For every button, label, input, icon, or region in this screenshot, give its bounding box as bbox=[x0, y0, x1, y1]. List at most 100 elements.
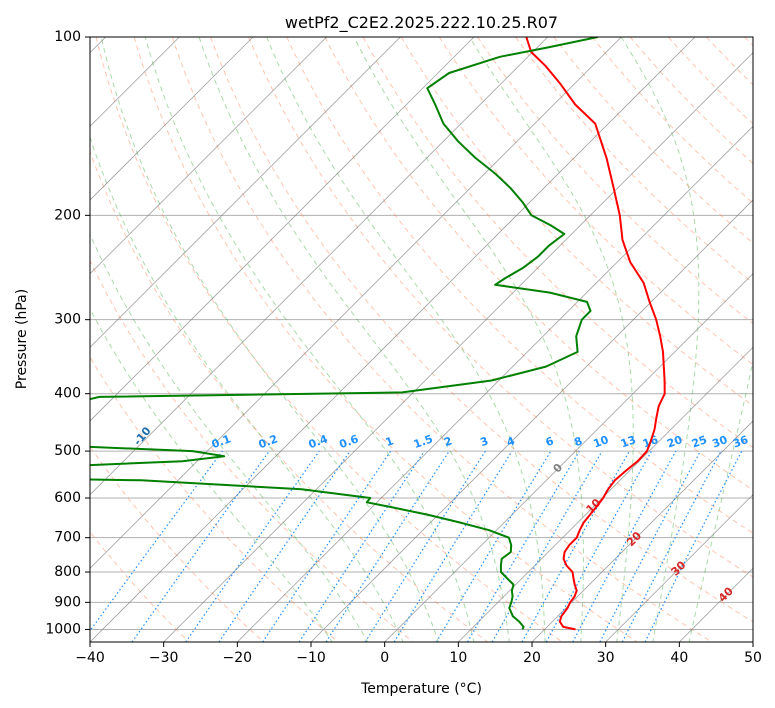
dry-adiabat-line bbox=[477, 37, 753, 325]
profile-series bbox=[90, 37, 666, 631]
moist-adiabat-line bbox=[90, 232, 369, 642]
x-axis-label: Temperature (°C) bbox=[360, 681, 482, 697]
mixing-ratio-label: 10 bbox=[592, 433, 611, 451]
chart-title: wetPf2_C2E2.2025.222.10.25.R07 bbox=[285, 13, 558, 33]
x-tick-label: 0 bbox=[380, 650, 389, 666]
dry-adiabat-line bbox=[133, 37, 638, 642]
mixing-ratio-label: 8 bbox=[572, 434, 584, 449]
moist-adiabat-line bbox=[144, 37, 475, 642]
dry-adiabat-line bbox=[90, 445, 264, 642]
isotherm-line bbox=[90, 37, 327, 275]
x-tick-label: 50 bbox=[744, 650, 762, 666]
isotherm-line bbox=[90, 37, 401, 348]
dry-adiabat-line bbox=[362, 37, 753, 449]
dry-adiabat-line bbox=[90, 531, 190, 642]
isotherm-line bbox=[237, 125, 753, 642]
y-axis-ticks: 100 200 300 400 500 600 700 800 900 1000 bbox=[45, 29, 90, 637]
mixing-ratio-line bbox=[572, 450, 677, 642]
mixing-ratio-line bbox=[298, 450, 425, 642]
mixing-ratio-line bbox=[185, 450, 320, 642]
y-tick-label: 100 bbox=[54, 29, 81, 45]
mixing-ratio-label: 0.6 bbox=[338, 432, 361, 451]
mixing-ratio-label: 0.1 bbox=[210, 432, 233, 451]
y-tick-label: 200 bbox=[54, 207, 81, 223]
y-tick-label: 800 bbox=[54, 564, 81, 580]
dry-adiabat-line bbox=[515, 37, 753, 284]
plot-frame bbox=[89, 36, 754, 643]
temperature-profile-line bbox=[525, 37, 666, 631]
y-tick-label: 900 bbox=[54, 594, 81, 610]
mixing-ratio-line bbox=[325, 450, 450, 642]
dry-adiabat-line bbox=[95, 37, 563, 642]
mixing-ratio-label: 6 bbox=[544, 434, 556, 449]
mixing-ratio-label: 13 bbox=[619, 433, 638, 450]
isotherm-line bbox=[384, 273, 753, 642]
dry-adiabat-line bbox=[248, 37, 753, 578]
mixing-ratio-line bbox=[90, 450, 223, 632]
mixing-ratio-line bbox=[131, 450, 270, 642]
dry-adiabats bbox=[90, 37, 753, 642]
isotherm-line bbox=[90, 37, 548, 496]
isotherm-line bbox=[90, 37, 475, 422]
mixing-ratio-line bbox=[262, 450, 392, 642]
mixing-ratio-line bbox=[644, 450, 743, 642]
x-tick-label: −10 bbox=[296, 650, 326, 666]
y-tick-label: 400 bbox=[54, 386, 81, 402]
y-tick-label: 700 bbox=[54, 530, 81, 546]
x-tick-label: 20 bbox=[523, 650, 541, 666]
x-axis-ticks: −40 −30 −20 −10 0 10 20 30 40 50 bbox=[75, 642, 762, 666]
mixing-ratio-label: 0.4 bbox=[307, 432, 330, 451]
isotherm-line bbox=[90, 37, 254, 201]
mixing-ratio-line bbox=[393, 450, 513, 642]
y-axis-label: Pressure (hPa) bbox=[14, 289, 30, 389]
moist-adiabat-line bbox=[620, 37, 700, 642]
mixing-ratio-line bbox=[218, 450, 351, 642]
mixing-ratio-label: 2 bbox=[442, 434, 454, 449]
y-tick-label: 1000 bbox=[45, 621, 81, 637]
mixing-ratio-label: 1 bbox=[384, 434, 396, 449]
dry-adiabat-line bbox=[438, 37, 753, 366]
x-tick-label: −20 bbox=[223, 650, 253, 666]
y-tick-label: 300 bbox=[54, 312, 81, 328]
mixing-ratio-label: 36 bbox=[731, 433, 750, 451]
dewpoint-profile-line bbox=[90, 37, 599, 630]
mixing-ratio-label: 30 bbox=[710, 433, 729, 451]
isotherm-line bbox=[310, 199, 753, 642]
mixing-ratio-label: 25 bbox=[690, 433, 709, 450]
moist-adiabat-line bbox=[90, 135, 404, 642]
mixing-ratio-label: 3 bbox=[478, 434, 490, 449]
isotherm-line bbox=[458, 346, 753, 642]
x-tick-label: −40 bbox=[75, 650, 105, 666]
isotherm-line bbox=[90, 37, 696, 642]
y-tick-label: 500 bbox=[54, 443, 81, 459]
isotherm-line bbox=[531, 420, 753, 642]
moist-adiabat-line bbox=[100, 37, 440, 642]
isotherm-line bbox=[605, 494, 753, 642]
x-tick-label: 30 bbox=[597, 650, 615, 666]
y-tick-label: 600 bbox=[54, 490, 81, 506]
dry-adiabat-line bbox=[90, 259, 414, 642]
moist-adiabat-line bbox=[266, 37, 546, 642]
dry-adiabat-line bbox=[171, 37, 712, 642]
isotherm-line bbox=[163, 52, 753, 642]
x-tick-label: 10 bbox=[449, 650, 467, 666]
mixing-ratio-label: 20 bbox=[665, 433, 684, 451]
moist-adiabat-line bbox=[469, 37, 634, 642]
isotherm-line bbox=[90, 37, 622, 569]
mixing-ratio-label: 4 bbox=[505, 434, 517, 449]
mixing-ratio-label: 1.5 bbox=[412, 432, 435, 451]
mixing-ratio-line bbox=[545, 450, 653, 642]
plot-area: 0.10.20.40.611.52346810131620253036-100-… bbox=[90, 37, 753, 642]
dry-adiabat-line bbox=[400, 37, 753, 407]
isotherms bbox=[90, 37, 753, 642]
x-tick-label: 40 bbox=[670, 650, 688, 666]
x-tick-label: −30 bbox=[149, 650, 179, 666]
mixing-ratio-label: 0.2 bbox=[257, 432, 280, 451]
dry-adiabat-line bbox=[210, 37, 753, 623]
pressure-gridlines bbox=[90, 37, 753, 630]
dry-adiabat-line bbox=[629, 37, 753, 165]
dry-adiabat-line bbox=[591, 37, 753, 204]
line-labels: 0.10.20.40.611.52346810131620253036-100-… bbox=[131, 424, 750, 605]
